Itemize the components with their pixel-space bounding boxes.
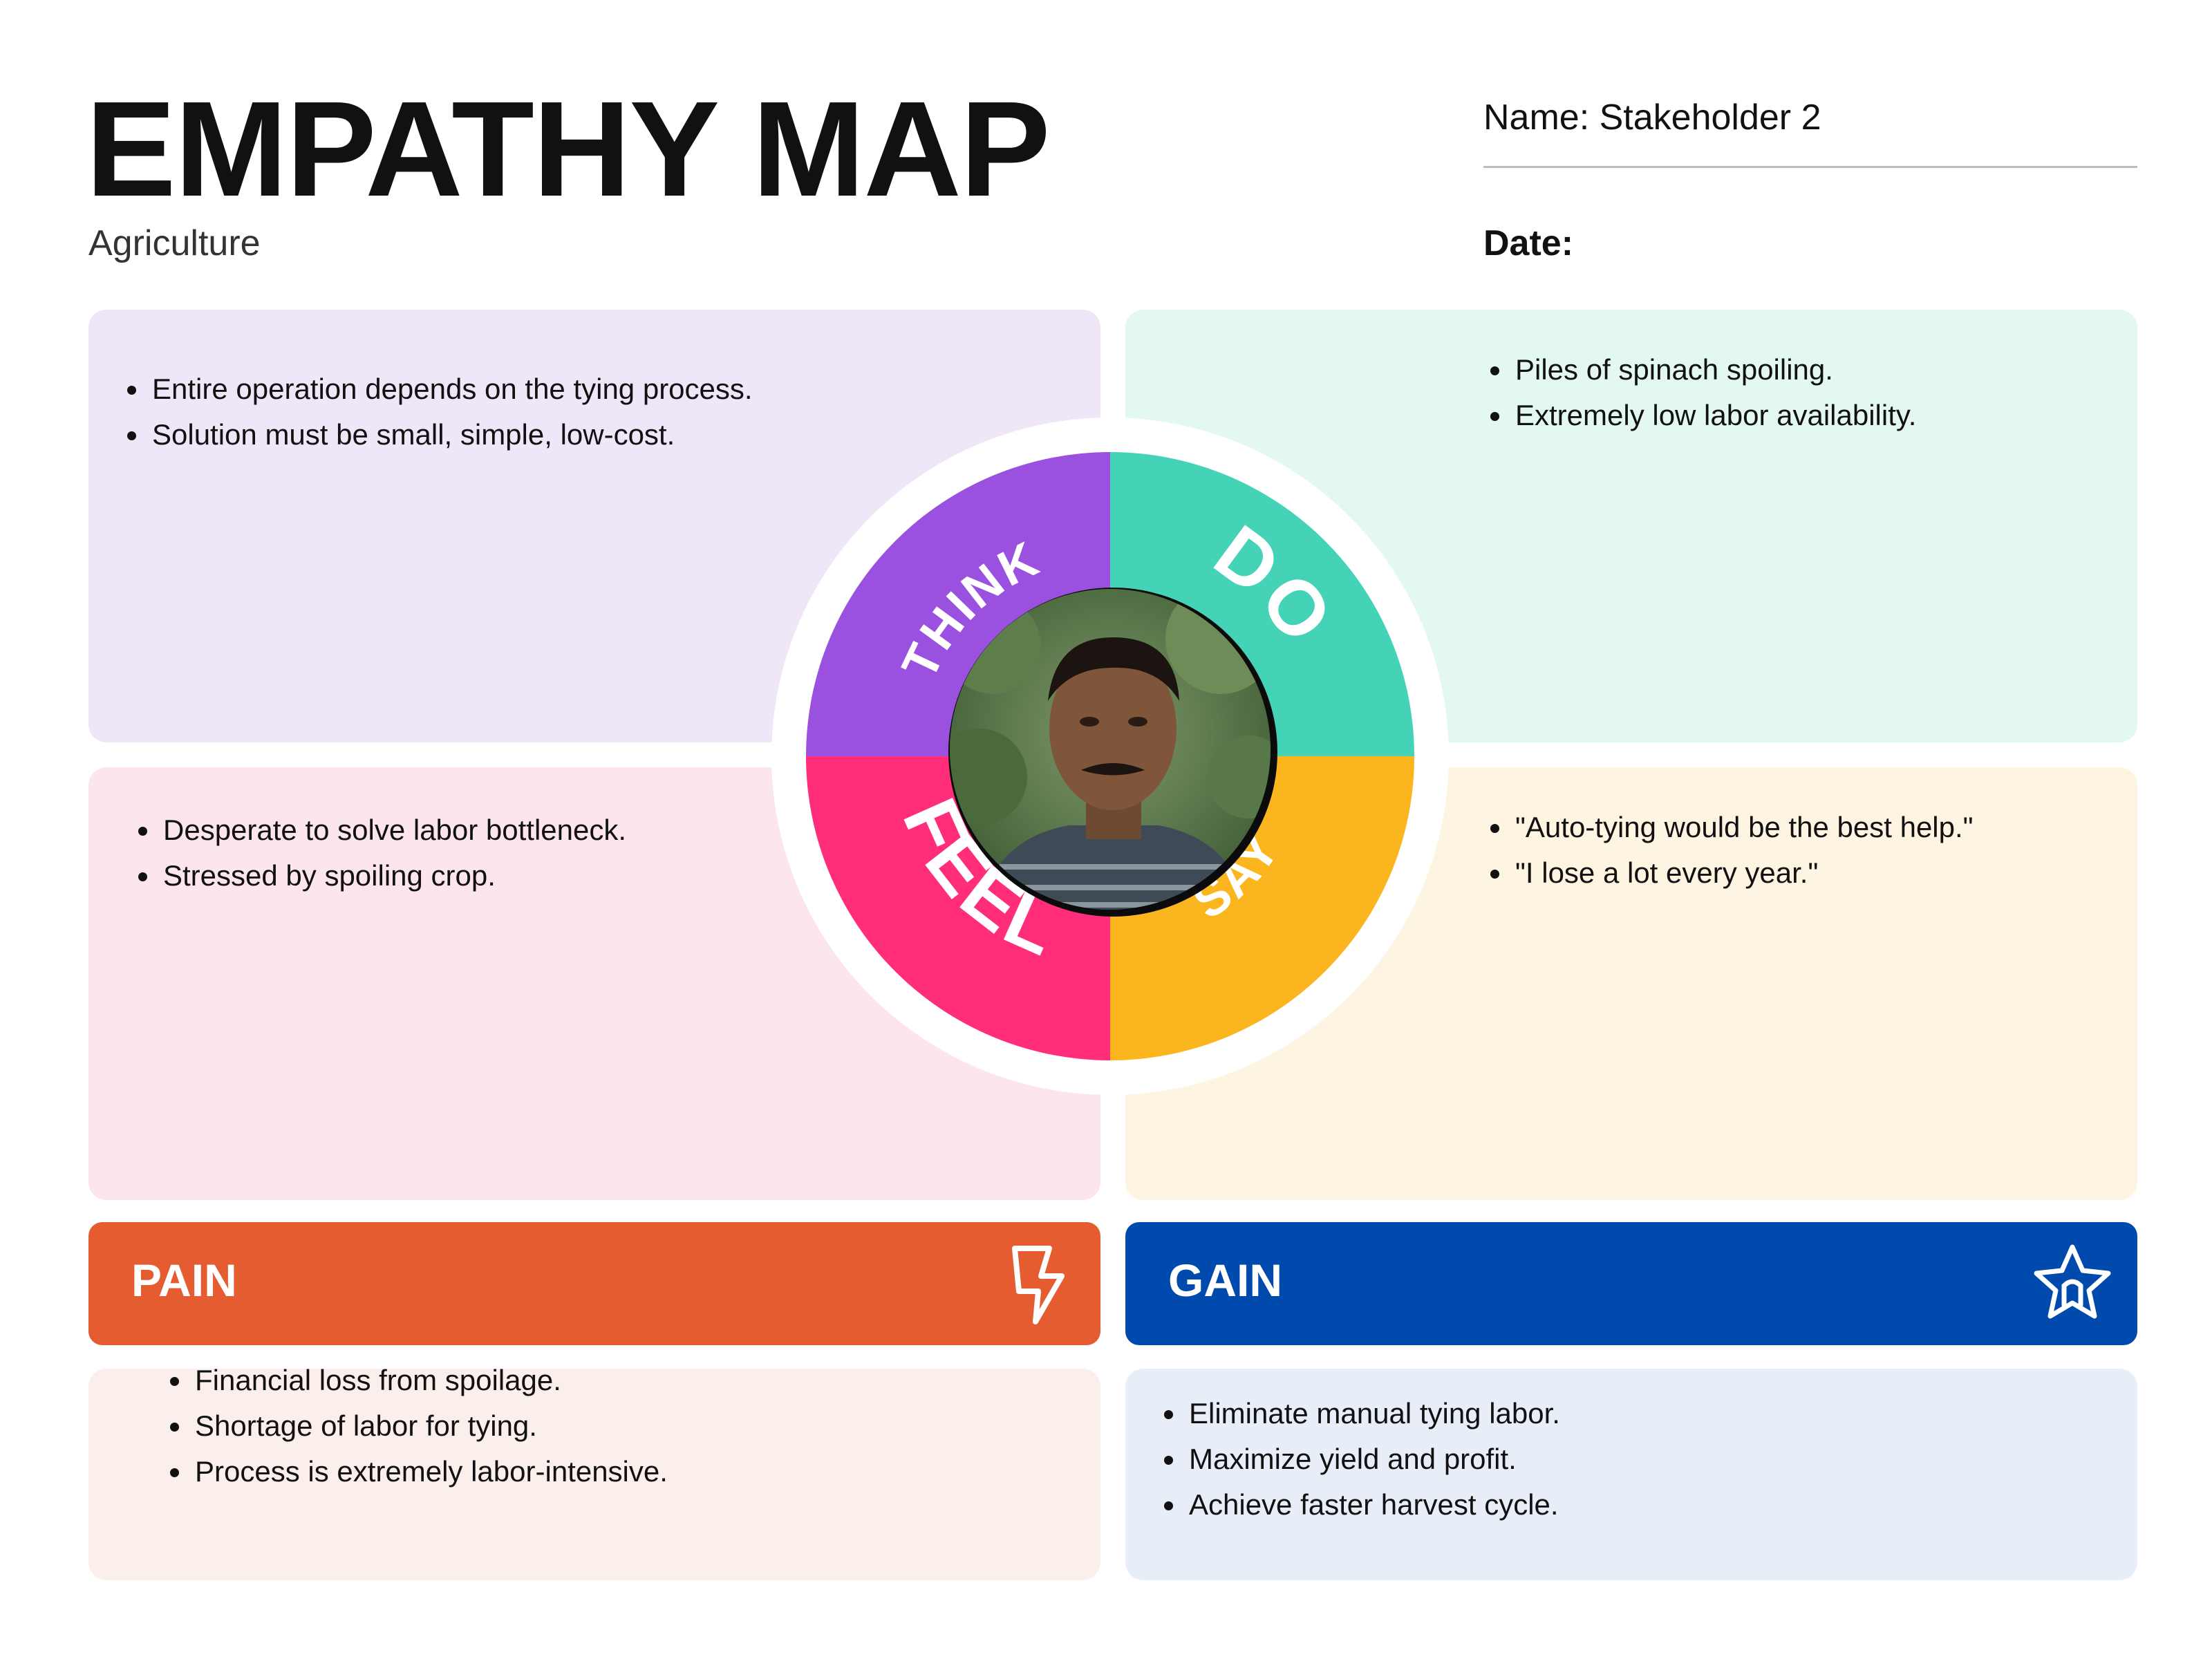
think-item: Solution must be small, simple, low-cost… bbox=[149, 412, 1100, 458]
name-field: Name: Stakeholder 2 bbox=[1483, 97, 1821, 138]
pain-header: PAIN bbox=[88, 1222, 1100, 1345]
think-item: Entire operation depends on the tying pr… bbox=[149, 366, 1100, 412]
pain-title: PAIN bbox=[131, 1255, 237, 1306]
pain-item: Shortage of labor for tying. bbox=[192, 1403, 1100, 1449]
feel-list: Desperate to solve labor bottleneck. Str… bbox=[112, 807, 1100, 899]
pain-panel: Financial loss from spoilage. Shortage o… bbox=[88, 1364, 1100, 1580]
gain-item: Eliminate manual tying labor. bbox=[1186, 1391, 2137, 1436]
gain-item: Achieve faster harvest cycle. bbox=[1186, 1482, 2137, 1528]
do-item: Extremely low labor availability. bbox=[1512, 393, 2137, 438]
gain-item: Maximize yield and profit. bbox=[1186, 1436, 2137, 1482]
gain-title: GAIN bbox=[1168, 1255, 1282, 1306]
feel-item: Stressed by spoiling crop. bbox=[160, 853, 1100, 899]
gain-list: Eliminate manual tying labor. Maximize y… bbox=[1138, 1391, 2137, 1528]
say-item: "Auto-tying would be the best help." bbox=[1512, 805, 2137, 850]
lightning-icon bbox=[1012, 1246, 1065, 1324]
page-title: EMPATHY MAP bbox=[86, 73, 1051, 225]
gain-header: GAIN bbox=[1125, 1222, 2137, 1345]
page-subtitle: Agriculture bbox=[88, 223, 261, 263]
feel-item: Desperate to solve labor bottleneck. bbox=[160, 807, 1100, 853]
date-field: Date: bbox=[1483, 223, 1574, 263]
pain-item: Process is extremely labor-intensive. bbox=[192, 1449, 1100, 1494]
think-list: Entire operation depends on the tying pr… bbox=[101, 366, 1100, 458]
gain-panel: Eliminate manual tying labor. Maximize y… bbox=[1125, 1369, 2137, 1580]
say-list: "Auto-tying would be the best help." "I … bbox=[1464, 805, 2137, 896]
pain-item: Financial loss from spoilage. bbox=[192, 1358, 1100, 1403]
pain-list: Financial loss from spoilage. Shortage o… bbox=[144, 1358, 1100, 1494]
say-item: "I lose a lot every year." bbox=[1512, 850, 2137, 896]
name-underline bbox=[1483, 166, 2137, 168]
star-icon bbox=[2034, 1244, 2111, 1319]
do-list: Piles of spinach spoiling. Extremely low… bbox=[1464, 347, 2137, 438]
do-item: Piles of spinach spoiling. bbox=[1512, 347, 2137, 393]
empathy-wheel: THINK DO FEEL SAY bbox=[771, 418, 1449, 1095]
